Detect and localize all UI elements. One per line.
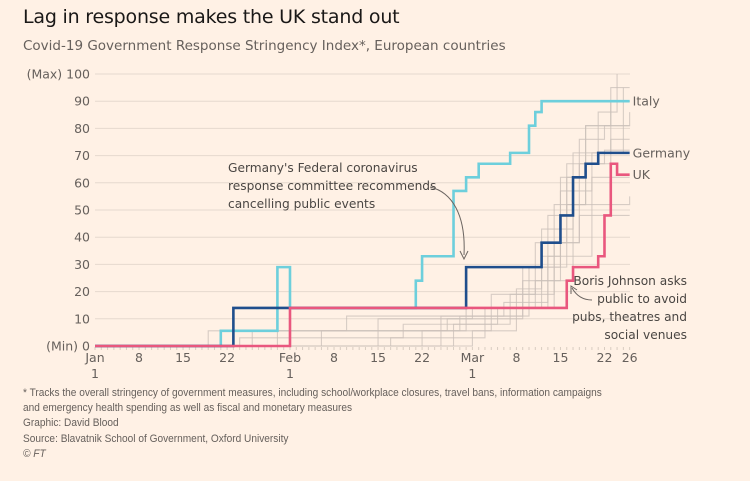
annotation-uk-text: pubs, theatres and (572, 310, 687, 324)
annotation-germany-arrowhead (459, 250, 469, 261)
series-line-other-country (95, 214, 630, 347)
x-tick-label: 8 (330, 350, 338, 365)
series-line-other-country (95, 149, 630, 347)
series-line-other-country (95, 100, 630, 347)
y-tick-label: (Min) 0 (46, 339, 90, 354)
series-line-uk (95, 162, 630, 348)
y-tick-label: 40 (74, 230, 90, 245)
x-tick-label: 22 (414, 350, 430, 365)
chart-footer: * Tracks the overall stringency of gover… (23, 386, 704, 462)
y-tick-label: 80 (74, 121, 90, 136)
series-label-germany: Germany (633, 145, 691, 160)
annotation-uk-text: public to avoid (597, 292, 687, 306)
x-tick-label: 15 (370, 350, 386, 365)
y-tick-label: (Max) 100 (27, 67, 90, 82)
y-tick-label: 60 (74, 175, 90, 190)
annotation-germany-text: cancelling public events (228, 197, 375, 211)
chart-subtitle: Covid-19 Government Response Stringency … (23, 38, 506, 54)
other-countries-lines (95, 74, 631, 347)
x-tick-label: Mar (461, 350, 485, 365)
x-tick-label: 22 (597, 350, 613, 365)
y-tick-label: 10 (74, 311, 90, 326)
annotation-uk-text: social venues (604, 328, 687, 342)
annotation-uk-arrow (571, 287, 593, 301)
source-credit: Source: Blavatnik School of Government, … (23, 432, 289, 445)
annotation-uk-text: Boris Johnson asks (573, 274, 687, 288)
x-tick-sublabel: 1 (91, 366, 99, 381)
x-tick-label: 15 (175, 350, 191, 365)
series-labels: Italy Germany UK (633, 94, 691, 182)
x-tick-sublabel: 1 (286, 366, 294, 381)
series-label-uk: UK (633, 167, 651, 182)
chart-title: Lag in response makes the UK stand out (23, 6, 400, 28)
x-tick-label: 15 (553, 350, 569, 365)
annotation-germany-text: Germany's Federal coronavirus (228, 161, 418, 175)
y-tick-label: 30 (74, 257, 90, 272)
x-tick-label: 8 (135, 350, 143, 365)
x-tick-label: 22 (219, 350, 235, 365)
y-tick-label: 70 (74, 148, 90, 163)
x-tick-label: Feb (279, 350, 301, 365)
x-tick-label: Jan (84, 350, 104, 365)
y-tick-label: 50 (74, 203, 90, 218)
x-tick-label: 26 (622, 350, 638, 365)
y-tick-label: 20 (74, 284, 90, 299)
x-tick-sublabel: 1 (468, 366, 476, 381)
footnote-continued: and emergency health spending as well as… (23, 402, 353, 415)
annotation-germany-text: response committee recommends (228, 179, 436, 193)
highlight-lines (95, 99, 630, 348)
series-line-italy (95, 99, 630, 348)
annotations: Germany's Federal coronavirus response co… (228, 161, 687, 342)
y-axis-ticks: (Min) 0 10 20 30 40 50 60 70 80 90 (Max) 100 (27, 67, 90, 354)
copyright: © FT (23, 447, 46, 460)
graphic-credit: Graphic: David Blood (23, 417, 119, 430)
gridlines (95, 73, 630, 320)
series-line-other-country (95, 125, 630, 347)
annotation-uk-arrowhead (570, 285, 578, 294)
series-label-italy: Italy (633, 94, 661, 109)
y-tick-label: 90 (74, 94, 90, 109)
footnote: * Tracks the overall stringency of gover… (23, 387, 602, 399)
series-line-other-country (95, 196, 631, 347)
annotation-germany-arrow (429, 186, 465, 256)
x-tick-label: 8 (512, 350, 520, 365)
